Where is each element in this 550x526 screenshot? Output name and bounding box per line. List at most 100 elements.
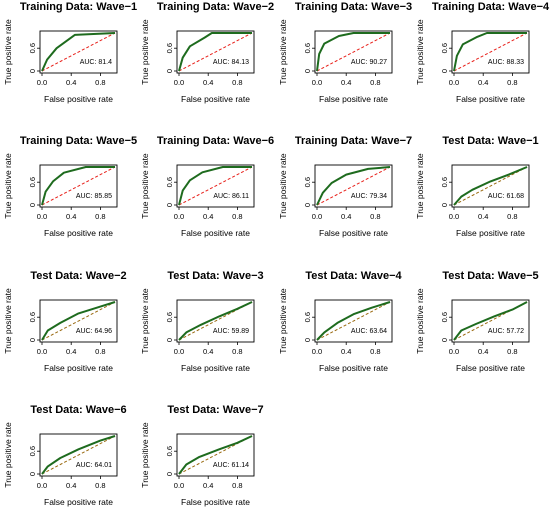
x-axis-label: False positive rate (44, 363, 113, 373)
roc-curve-line (453, 32, 527, 72)
x-tick-label: 0.8 (232, 347, 242, 356)
plot-frame (314, 299, 393, 343)
x-axis-label: False positive rate (319, 363, 388, 373)
roc-curve-line (453, 166, 528, 206)
diagonal-reference-line (41, 166, 116, 206)
y-tick-label: 0.6 (165, 43, 174, 53)
diagonal-reference-line (316, 301, 391, 341)
auc-annotation: AUC: 79.34 (351, 193, 387, 200)
x-axis-label: False positive rate (456, 363, 525, 373)
roc-curve-line (41, 32, 116, 72)
y-axis-label: True positive rate (140, 153, 150, 219)
roc-panel: Training Data: Wave−2 0.0 0.4 0.8 0 0.6 False … (140, 1, 274, 104)
y-tick-label: 0.6 (165, 177, 174, 187)
y-tick-label: 0 (440, 338, 449, 342)
plot-frame (314, 164, 393, 208)
panel-title: Training Data: Wave−4 (432, 1, 550, 13)
x-tick-label: 0.0 (174, 212, 184, 221)
x-tick-label: 0.4 (66, 78, 76, 87)
x-tick-label: 0.8 (507, 347, 517, 356)
x-tick-label: 0.0 (174, 347, 184, 356)
y-tick-label: 0.6 (440, 43, 449, 53)
plot-frame (451, 30, 530, 74)
x-tick-label: 0.0 (312, 78, 322, 87)
roc-panel: Training Data: Wave−3 0.0 0.4 0.8 0 0.6 False … (278, 1, 412, 104)
diagonal-reference-line (453, 166, 528, 206)
panel-title: Test Data: Wave−7 (167, 404, 263, 416)
x-tick-label: 0.4 (66, 481, 76, 490)
x-tick-label: 0.4 (203, 481, 213, 490)
y-tick-label: 0 (28, 203, 37, 207)
x-tick-label: 0.8 (95, 78, 105, 87)
roc-curve-line (178, 301, 253, 341)
x-tick-label: 0.0 (312, 212, 322, 221)
diagonal-reference-line (453, 301, 528, 341)
roc-curve-line (316, 166, 391, 206)
y-tick-label: 0.6 (165, 446, 174, 456)
x-tick-label: 0.4 (478, 212, 488, 221)
diagonal-reference-line (178, 32, 253, 72)
roc-curve-line (178, 435, 253, 475)
x-tick-label: 0.0 (174, 481, 184, 490)
x-tick-label: 0.4 (203, 347, 213, 356)
y-tick-label: 0.6 (440, 312, 449, 322)
panel-title: Test Data: Wave−1 (442, 135, 538, 147)
x-axis-label: False positive rate (181, 94, 250, 104)
y-tick-label: 0.6 (303, 177, 312, 187)
y-axis-label: True positive rate (3, 19, 13, 85)
roc-panel: Training Data: Wave−1 0.0 0.4 0.8 0 0.6 False … (3, 1, 137, 104)
roc-curve-line (41, 166, 115, 206)
x-tick-label: 0.4 (66, 347, 76, 356)
y-axis-label: True positive rate (415, 288, 425, 354)
x-tick-label: 0.0 (449, 212, 459, 221)
x-tick-label: 0.4 (478, 78, 488, 87)
x-axis-label: False positive rate (181, 228, 250, 238)
roc-curve-line (316, 32, 390, 72)
x-tick-label: 0.8 (95, 212, 105, 221)
diagonal-reference-line (453, 32, 528, 72)
y-tick-label: 0 (440, 69, 449, 73)
auc-annotation: AUC: 84.13 (213, 59, 249, 66)
auc-annotation: AUC: 61.14 (213, 462, 249, 469)
roc-curve-line (178, 32, 252, 72)
diagonal-reference-line (41, 435, 116, 475)
diagonal-reference-line (178, 301, 253, 341)
y-tick-label: 0 (440, 203, 449, 207)
x-axis-label: False positive rate (319, 94, 388, 104)
y-axis-label: True positive rate (3, 288, 13, 354)
diagonal-reference-line (178, 435, 253, 475)
x-tick-label: 0.0 (37, 481, 47, 490)
plot-frame (39, 30, 118, 74)
y-tick-label: 0 (303, 203, 312, 207)
auc-annotation: AUC: 85.85 (76, 193, 112, 200)
y-axis-label: True positive rate (140, 422, 150, 488)
panel-title: Training Data: Wave−5 (20, 135, 137, 147)
x-tick-label: 0.4 (341, 78, 351, 87)
diagonal-reference-line (316, 166, 391, 206)
x-tick-label: 0.0 (312, 347, 322, 356)
auc-annotation: AUC: 63.64 (351, 328, 387, 335)
plot-frame (39, 164, 118, 208)
y-tick-label: 0 (28, 338, 37, 342)
y-tick-label: 0.6 (440, 177, 449, 187)
x-tick-label: 0.8 (370, 212, 380, 221)
x-axis-label: False positive rate (181, 497, 250, 507)
y-tick-label: 0.6 (28, 446, 37, 456)
y-tick-label: 0.6 (303, 312, 312, 322)
roc-panel: Training Data: Wave−6 0.0 0.4 0.8 0 0.6 False … (140, 135, 274, 238)
auc-annotation: AUC: 57.72 (488, 328, 524, 335)
x-tick-label: 0.4 (203, 78, 213, 87)
panel-title: Test Data: Wave−3 (167, 270, 263, 282)
plot-frame (176, 164, 255, 208)
panel-title: Test Data: Wave−6 (30, 404, 126, 416)
panel-title: Test Data: Wave−2 (30, 270, 126, 282)
plot-frame (314, 30, 393, 74)
x-tick-label: 0.4 (203, 212, 213, 221)
y-axis-label: True positive rate (415, 153, 425, 219)
diagonal-reference-line (41, 32, 116, 72)
roc-panel: Training Data: Wave−7 0.0 0.4 0.8 0 0.6 False … (278, 135, 412, 238)
y-axis-label: True positive rate (140, 19, 150, 85)
x-axis-label: False positive rate (456, 228, 525, 238)
y-tick-label: 0 (165, 472, 174, 476)
